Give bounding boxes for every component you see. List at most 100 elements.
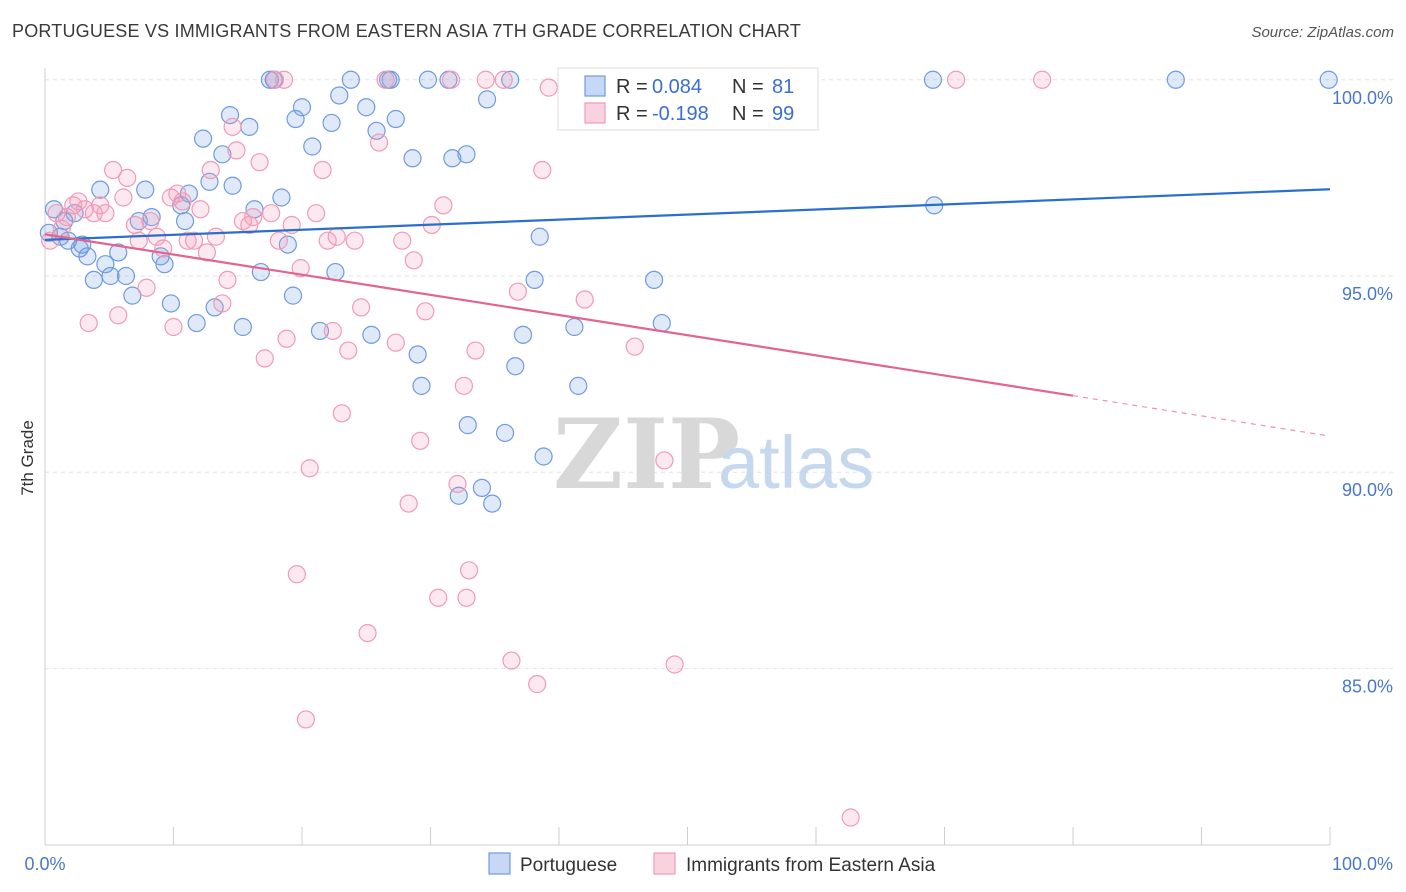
trend-line-eastern-asia — [44, 233, 1074, 397]
point-eastern-asia-24 — [173, 192, 192, 211]
point-eastern-asia-43 — [274, 70, 294, 89]
point-portuguese-65 — [477, 90, 497, 109]
watermark-zip: ZIP — [553, 398, 740, 511]
point-eastern-asia-22 — [164, 317, 183, 337]
point-portuguese-75 — [569, 376, 588, 395]
point-eastern-asia-44 — [277, 329, 296, 348]
point-eastern-asia-18 — [141, 211, 160, 231]
point-eastern-asia-72 — [448, 474, 467, 494]
point-eastern-asia-47 — [291, 259, 310, 278]
point-eastern-asia-31 — [213, 294, 232, 313]
point-eastern-asia-70 — [434, 196, 453, 215]
point-portuguese-41 — [286, 109, 305, 129]
point-eastern-asia-65 — [404, 251, 423, 270]
point-portuguese-63 — [458, 416, 477, 435]
trend-line-portuguese — [44, 188, 1331, 241]
point-eastern-asia-34 — [227, 141, 246, 160]
point-eastern-asia-30 — [206, 227, 226, 246]
point-portuguese-74 — [565, 317, 584, 337]
point-portuguese-68 — [501, 70, 520, 89]
bottom-legend-label-eastern-asia: Immigrants from Eastern Asia — [686, 855, 936, 876]
point-portuguese-73 — [534, 447, 553, 466]
legend-swatch-eastern-asia — [584, 102, 606, 124]
y-tick-label-1: 95.0% — [1342, 284, 1393, 304]
y-tick-label-0: 100.0% — [1332, 88, 1393, 108]
trend-lines — [44, 188, 1331, 437]
point-eastern-asia-77 — [476, 70, 495, 89]
point-eastern-asia-16 — [129, 231, 148, 250]
point-portuguese-25 — [187, 313, 206, 333]
legend-n-value-2: 99 — [772, 103, 794, 125]
point-eastern-asia-85 — [575, 290, 594, 309]
point-eastern-asia-66 — [411, 431, 430, 450]
point-portuguese-49 — [357, 98, 376, 117]
point-portuguese-66 — [483, 494, 502, 513]
point-eastern-asia-42 — [269, 231, 288, 250]
x-tick-label-0: 0.0% — [24, 854, 65, 874]
point-eastern-asia-59 — [358, 623, 377, 643]
point-eastern-asia-82 — [533, 160, 552, 180]
point-portuguese-26 — [193, 129, 213, 148]
point-eastern-asia-33 — [223, 117, 242, 136]
point-portuguese-13 — [109, 243, 128, 262]
point-portuguese-29 — [213, 145, 232, 164]
point-eastern-asia-3 — [57, 208, 76, 227]
x-tick-label-1: 100.0% — [1332, 854, 1393, 874]
point-eastern-asia-63 — [393, 231, 412, 250]
point-portuguese-10 — [91, 180, 110, 199]
point-eastern-asia-60 — [370, 133, 389, 152]
y-tick-label-2: 90.0% — [1342, 480, 1393, 500]
point-eastern-asia-49 — [300, 459, 319, 478]
point-eastern-asia-28 — [197, 243, 217, 262]
point-portuguese-48 — [341, 70, 360, 89]
point-eastern-asia-91 — [841, 808, 860, 827]
point-eastern-asia-55 — [332, 404, 351, 423]
gridlines — [45, 79, 1393, 669]
point-portuguese-20 — [155, 255, 174, 274]
watermark-atlas: atlas — [718, 421, 874, 504]
point-portuguese-31 — [223, 176, 242, 195]
point-eastern-asia-87 — [625, 337, 644, 356]
point-eastern-asia-51 — [313, 160, 332, 180]
point-eastern-asia-81 — [528, 675, 547, 694]
point-portuguese-70 — [513, 325, 533, 344]
point-eastern-asia-40 — [262, 204, 281, 223]
point-eastern-asia-46 — [287, 565, 306, 584]
point-eastern-asia-61 — [376, 70, 395, 89]
point-portuguese-21 — [161, 294, 181, 313]
point-portuguese-57 — [412, 376, 431, 395]
point-eastern-asia-79 — [502, 651, 521, 670]
point-eastern-asia-74 — [457, 588, 476, 607]
watermark: ZIP atlas — [553, 398, 874, 511]
legend-r-label-1: R = — [616, 76, 648, 98]
point-portuguese-15 — [123, 286, 142, 305]
point-eastern-asia-56 — [339, 341, 358, 360]
bottom-legend-label-portuguese: Portuguese — [520, 855, 617, 876]
chart-title: PORTUGUESE VS IMMIGRANTS FROM EASTERN AS… — [12, 21, 802, 41]
point-eastern-asia-76 — [466, 341, 485, 360]
point-portuguese-69 — [506, 357, 525, 376]
legend-swatch-portuguese — [584, 75, 606, 97]
point-eastern-asia-39 — [255, 349, 274, 368]
point-eastern-asia-53 — [323, 321, 342, 341]
point-eastern-asia-64 — [399, 494, 418, 513]
point-eastern-asia-75 — [459, 561, 479, 580]
bottom-legend-swatch-eastern-asia — [653, 852, 676, 875]
point-portuguese-54 — [386, 109, 405, 129]
point-eastern-asia-12 — [109, 306, 128, 325]
point-eastern-asia-92 — [946, 70, 966, 89]
point-portuguese-42 — [292, 98, 312, 117]
legend-n-label-2: N = — [732, 103, 764, 125]
point-portuguese-14 — [116, 266, 136, 286]
point-eastern-asia-89 — [665, 655, 684, 674]
point-eastern-asia-93 — [1033, 70, 1052, 89]
bottom-legend-swatch-portuguese — [488, 852, 511, 875]
legend-n-label-1: N = — [732, 76, 764, 98]
point-portuguese-64 — [472, 478, 491, 497]
point-portuguese-30 — [220, 105, 240, 125]
point-portuguese-12 — [101, 266, 120, 286]
point-portuguese-8 — [78, 247, 97, 266]
point-portuguese-11 — [96, 255, 115, 274]
point-eastern-asia-58 — [352, 298, 371, 317]
